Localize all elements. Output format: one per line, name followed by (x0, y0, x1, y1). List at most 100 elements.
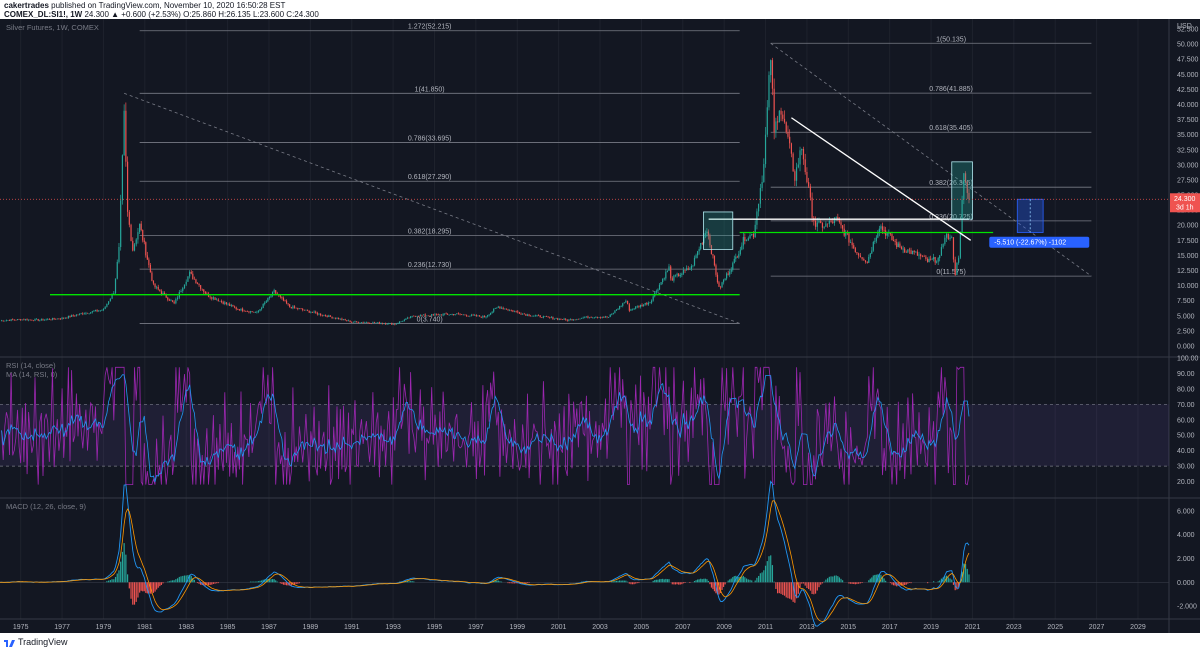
price-candle (37, 318, 39, 322)
price-candle (770, 59, 772, 83)
price-candle (900, 245, 903, 250)
macd-histogram-bar (200, 582, 202, 585)
price-candle (636, 305, 638, 309)
macd-histogram-bar (152, 582, 155, 593)
price-candle (644, 302, 646, 306)
macd-tick: 4.000 (1177, 532, 1195, 539)
price-candle (410, 316, 412, 319)
chart-area[interactable]: Silver Futures, 1W, COMEX RSI (14, close)… (0, 19, 1200, 633)
price-candle (835, 216, 837, 221)
price-candle (617, 308, 619, 311)
chart-canvas[interactable]: Silver Futures, 1W, COMEX RSI (14, close)… (0, 19, 1200, 633)
macd-histogram-bar (275, 580, 277, 583)
price-candle (246, 310, 248, 312)
price-candle (500, 306, 503, 310)
price-candle (577, 318, 579, 320)
price-candle (902, 245, 904, 254)
macd-histogram-bar (657, 579, 659, 583)
tradingview-logo-icon[interactable] (4, 638, 16, 647)
price-candle (262, 303, 264, 309)
price-candle (499, 306, 501, 309)
macd-histogram-bar (782, 582, 784, 595)
price-candle (389, 323, 391, 325)
price-candle (732, 261, 734, 272)
price-candle (494, 307, 496, 310)
macd-histogram-bar (689, 582, 691, 583)
price-candle (676, 272, 678, 278)
price-candle (580, 317, 583, 319)
year-tick: 2027 (1089, 624, 1105, 631)
price-candle (190, 269, 192, 275)
price-candle (183, 284, 186, 290)
price-candle (751, 233, 753, 237)
macd-histogram-bar (113, 579, 115, 583)
price-candle (444, 313, 446, 316)
macd-histogram-bar (809, 582, 811, 591)
price-candle (880, 224, 882, 232)
price-candle (104, 306, 106, 310)
price-candle (388, 322, 390, 325)
price-candle (608, 316, 610, 319)
macd-histogram-bar (933, 581, 935, 583)
price-candle (747, 236, 749, 242)
rsi-pane (0, 366, 1169, 487)
macd-histogram-bar (170, 580, 172, 583)
price-candle (771, 57, 774, 96)
symbol-label[interactable]: COMEX_DL:SI1!, 1W (4, 10, 83, 19)
price-candle (424, 313, 426, 317)
price-candle (741, 242, 743, 251)
price-tick: 42.500 (1177, 87, 1199, 94)
price-candle (806, 167, 808, 184)
macd-histogram-bar (580, 581, 583, 583)
price-candle (952, 237, 955, 263)
author-name[interactable]: cakertrades (4, 1, 49, 10)
price-candle (773, 78, 775, 140)
last-price-badge (1170, 193, 1200, 213)
macd-histogram-bar (868, 580, 870, 583)
price-candle (840, 220, 842, 229)
price-candle (940, 243, 943, 256)
price-candle (373, 321, 376, 323)
price-candle (482, 315, 484, 319)
macd-histogram-bar (206, 582, 208, 586)
macd-histogram-bar (410, 581, 412, 583)
macd-histogram-bar (944, 576, 946, 583)
macd-tick: 0.000 (1177, 580, 1195, 587)
price-candle (55, 318, 57, 320)
price-candle (704, 230, 706, 239)
tradingview-brand[interactable]: TradingView (18, 637, 68, 647)
macd-histogram-bar (189, 574, 191, 583)
macd-histogram-bar (907, 582, 909, 584)
price-candle (801, 148, 803, 156)
price-candle (931, 257, 933, 260)
price-candle (856, 252, 858, 256)
year-tick: 1987 (261, 624, 277, 631)
price-candle (434, 313, 436, 316)
price-candle (400, 321, 402, 323)
countdown-label: 3d 1h (1176, 204, 1194, 211)
macd-histogram-bar (872, 575, 874, 583)
price-candle (569, 318, 572, 321)
price-candle (20, 318, 22, 321)
price-candle (235, 306, 237, 311)
macd-histogram-bar (790, 582, 793, 600)
price-tick: 10.000 (1177, 283, 1199, 290)
macd-histogram-bar (192, 578, 194, 583)
fib-retracements: 1.272(52.215) 1(41.850) 0.786(33.695) 0.618… (124, 24, 1092, 324)
price-candle (871, 246, 873, 255)
price-candle (86, 312, 89, 314)
macd-histogram-bar (132, 582, 134, 605)
price-candle (891, 231, 893, 241)
macd-histogram-bar (951, 579, 953, 583)
macd-histogram-bar (773, 581, 775, 583)
price-candle (461, 314, 463, 316)
price-candle (232, 304, 234, 307)
price-candle (733, 255, 735, 264)
price-candle (7, 320, 9, 321)
price-candle (811, 192, 813, 223)
price-candle (28, 319, 30, 322)
price-candle (673, 274, 675, 283)
price-candle (775, 117, 777, 138)
price-candle (198, 283, 200, 287)
price-candle (660, 282, 662, 286)
